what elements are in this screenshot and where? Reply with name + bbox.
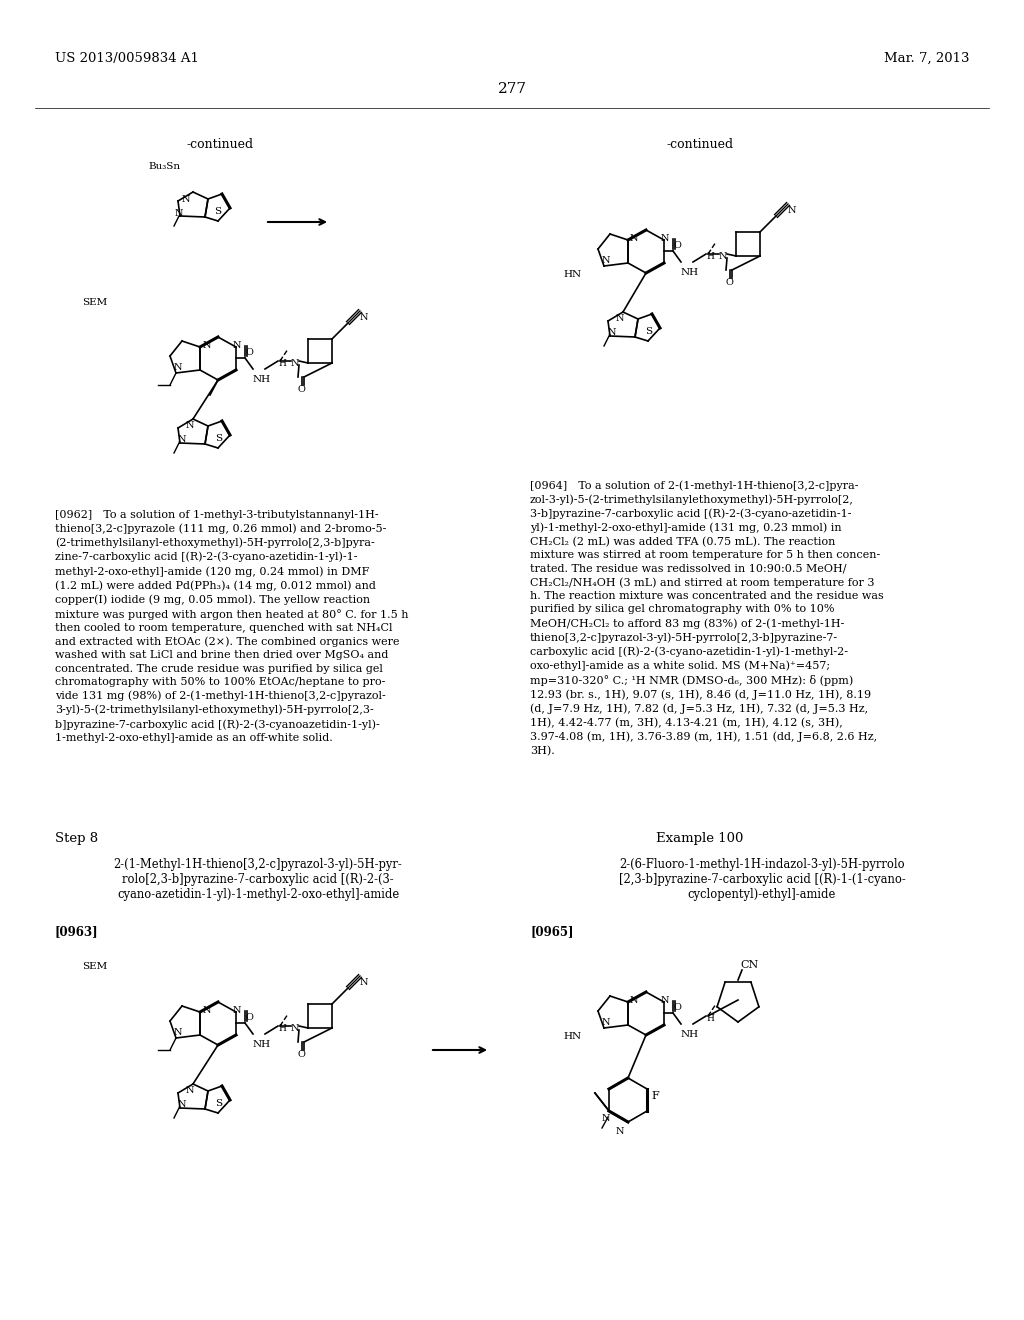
Text: NH: NH [253, 375, 271, 384]
Text: H: H [706, 252, 714, 261]
Text: H: H [278, 359, 286, 368]
Text: N: N [178, 436, 186, 444]
Text: O: O [726, 279, 734, 286]
Text: NH: NH [253, 1040, 271, 1049]
Text: Example 100: Example 100 [656, 832, 743, 845]
Text: N: N [616, 1127, 625, 1137]
Text: O: O [674, 1003, 682, 1012]
Text: N: N [186, 1086, 195, 1096]
Text: 2-(1-Methyl-1H-thieno[3,2-c]pyrazol-3-yl)-5H-pyr-
rolo[2,3-b]pyrazine-7-carboxyl: 2-(1-Methyl-1H-thieno[3,2-c]pyrazol-3-yl… [114, 858, 402, 902]
Text: NH: NH [681, 268, 699, 277]
Text: HN: HN [563, 1032, 582, 1041]
Text: N: N [602, 1114, 610, 1123]
Text: N: N [174, 363, 182, 372]
Text: [0964] To a solution of 2-(1-methyl-1H-thieno[3,2-c]pyra-
zol-3-yl)-5-(2-trimeth: [0964] To a solution of 2-(1-methyl-1H-t… [530, 480, 884, 756]
Text: N: N [291, 359, 299, 368]
Text: [0965]: [0965] [530, 925, 573, 939]
Text: N: N [602, 1018, 610, 1027]
Text: Bu₃Sn: Bu₃Sn [148, 162, 180, 172]
Text: F: F [651, 1092, 658, 1101]
Text: S: S [214, 207, 221, 216]
Text: N: N [175, 209, 183, 218]
Text: -continued: -continued [667, 139, 733, 150]
Text: N: N [181, 195, 190, 205]
Text: N: N [360, 978, 369, 987]
Text: NH: NH [681, 1030, 699, 1039]
Text: N: N [233, 1006, 242, 1015]
Text: O: O [298, 385, 306, 393]
Text: N: N [291, 1024, 299, 1034]
Text: O: O [674, 242, 682, 249]
Text: N: N [174, 1028, 182, 1038]
Text: 277: 277 [498, 82, 526, 96]
Text: N: N [186, 421, 195, 430]
Text: N: N [233, 341, 242, 350]
Text: Mar. 7, 2013: Mar. 7, 2013 [885, 51, 970, 65]
Text: Step 8: Step 8 [55, 832, 98, 845]
Text: H: H [706, 1014, 714, 1023]
Text: [0963]: [0963] [55, 925, 98, 939]
Text: SEM: SEM [82, 962, 108, 972]
Text: N: N [360, 313, 369, 322]
Text: S: S [215, 434, 222, 444]
Text: US 2013/0059834 A1: US 2013/0059834 A1 [55, 51, 199, 65]
Text: N: N [662, 997, 670, 1005]
Text: N: N [203, 341, 212, 350]
Text: N: N [662, 234, 670, 243]
Text: [0962] To a solution of 1-methyl-3-tributylstannanyl-1H-
thieno[3,2-c]pyrazole (: [0962] To a solution of 1-methyl-3-tribu… [55, 510, 409, 743]
Text: N: N [608, 327, 616, 337]
Text: N: N [616, 314, 625, 323]
Text: O: O [298, 1049, 306, 1059]
Text: N: N [178, 1100, 186, 1109]
Text: N: N [719, 252, 727, 261]
Text: HN: HN [563, 271, 582, 279]
Text: S: S [215, 1100, 222, 1107]
Text: CN: CN [740, 960, 758, 970]
Text: SEM: SEM [82, 298, 108, 308]
Text: N: N [602, 256, 610, 265]
Text: O: O [246, 1012, 254, 1022]
Text: H: H [278, 1024, 286, 1034]
Text: S: S [645, 327, 652, 337]
Text: O: O [246, 348, 254, 356]
Text: 2-(6-Fluoro-1-methyl-1H-indazol-3-yl)-5H-pyrrolo
[2,3-b]pyrazine-7-carboxylic ac: 2-(6-Fluoro-1-methyl-1H-indazol-3-yl)-5H… [618, 858, 905, 902]
Text: N: N [788, 206, 797, 215]
Text: N: N [630, 997, 639, 1005]
Text: -continued: -continued [186, 139, 254, 150]
Text: N: N [203, 1006, 212, 1015]
Text: N: N [630, 234, 639, 243]
